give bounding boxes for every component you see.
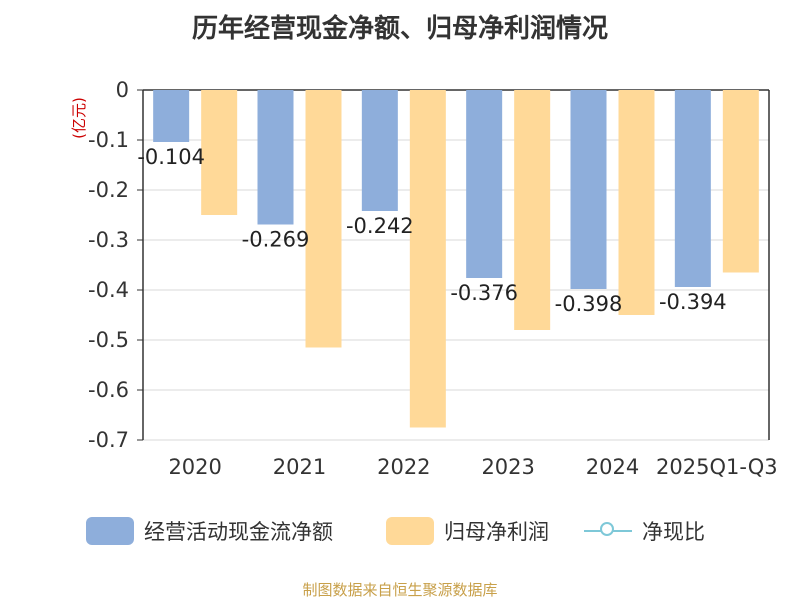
y-tick-label: -0.7 (88, 428, 129, 452)
bar-netprofit (722, 90, 759, 273)
legend-swatch-ratio (584, 517, 632, 545)
y-tick-label: -0.4 (88, 278, 129, 302)
legend-swatch-cashflow (86, 517, 134, 545)
data-label-cashflow: -0.104 (137, 145, 205, 169)
x-tick-label: 2025Q1-Q3 (656, 455, 778, 479)
y-tick-label: -0.6 (88, 378, 129, 402)
y-tick-label: -0.5 (88, 328, 129, 352)
x-tick-label: 2020 (168, 455, 221, 479)
legend: 经营活动现金流净额 归母净利润 净现比 (0, 516, 800, 556)
x-tick-label: 2023 (481, 455, 534, 479)
bar-netprofit (409, 90, 446, 428)
bar-netprofit (201, 90, 238, 215)
bar-cashflow (361, 90, 398, 211)
data-label-cashflow: -0.398 (555, 292, 623, 316)
bar-cashflow (153, 90, 190, 142)
bar-netprofit (514, 90, 551, 330)
chart-title: 历年经营现金净额、归母净利润情况 (191, 14, 608, 44)
bar-cashflow (257, 90, 294, 225)
x-tick-label: 2021 (273, 455, 326, 479)
y-tick-label: -0.3 (88, 228, 129, 252)
legend-swatch-netprofit (386, 517, 434, 545)
legend-item-ratio[interactable]: 净现比 (584, 516, 705, 546)
bar-netprofit (305, 90, 342, 348)
legend-label-ratio: 净现比 (642, 520, 705, 544)
legend-item-cashflow[interactable]: 经营活动现金流净额 (86, 516, 333, 546)
bar-netprofit (618, 90, 655, 315)
x-tick-label: 2024 (586, 455, 639, 479)
legend-label-netprofit: 归母净利润 (444, 520, 549, 544)
y-unit-label: (亿元) (70, 97, 88, 139)
y-tick-label: -0.1 (88, 128, 129, 152)
data-label-cashflow: -0.394 (659, 290, 727, 314)
bar-cashflow (466, 90, 503, 278)
y-tick-label: 0 (116, 78, 129, 102)
legend-item-netprofit[interactable]: 归母净利润 (386, 516, 549, 546)
y-tick-label: -0.2 (88, 178, 129, 202)
data-source-note: 制图数据来自恒生聚源数据库 (302, 581, 498, 599)
data-label-cashflow: -0.242 (346, 214, 414, 238)
bar-cashflow (674, 90, 711, 287)
data-label-cashflow: -0.269 (242, 228, 310, 252)
legend-label-cashflow: 经营活动现金流净额 (144, 520, 333, 544)
data-label-cashflow: -0.376 (450, 281, 518, 305)
x-tick-label: 2022 (377, 455, 430, 479)
bar-cashflow (570, 90, 607, 289)
